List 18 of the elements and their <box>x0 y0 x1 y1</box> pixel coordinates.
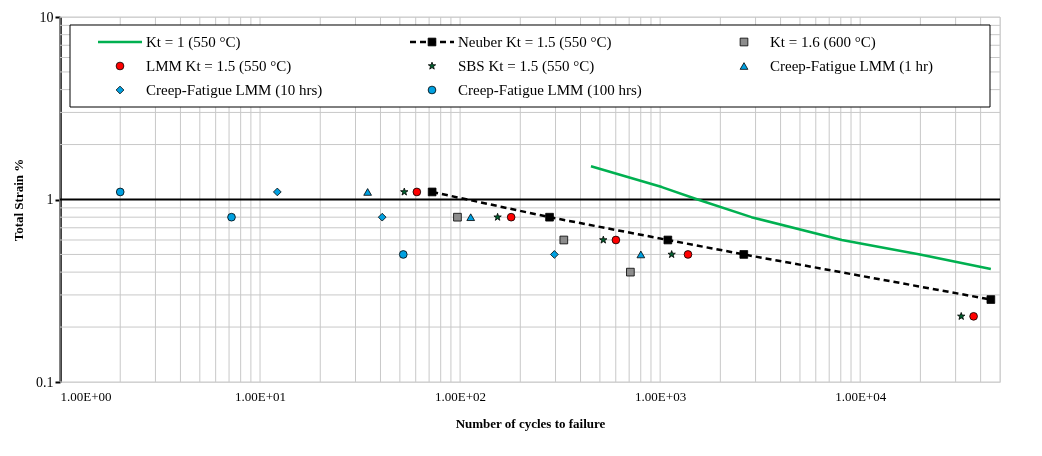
legend-label: SBS Kt = 1.5 (550 °C) <box>458 58 595 75</box>
legend-label: LMM Kt = 1.5 (550 °C) <box>146 58 292 75</box>
legend-label: Creep-Fatigue LMM (100 hrs) <box>458 82 642 99</box>
x-tick-label: 1.00E+02 <box>435 388 487 404</box>
y-tick-label: 10 <box>39 9 54 25</box>
legend-label: Neuber Kt = 1.5 (550 °C) <box>458 34 612 51</box>
x-tick-label: 1.00E+01 <box>235 388 287 404</box>
x-tick-label: 1.00E+03 <box>635 388 687 404</box>
x-tick-label: 1.00E+04 <box>835 388 887 404</box>
legend-label: Kt = 1.6 (600 °C) <box>770 34 876 51</box>
y-tick-label: 0.1 <box>36 374 54 390</box>
legend-label: Creep-Fatigue LMM (10 hrs) <box>146 82 323 99</box>
x-axis-title: Number of cycles to failure <box>455 415 606 431</box>
legend-label: Kt = 1 (550 °C) <box>146 34 241 51</box>
legend-label: Creep-Fatigue LMM (1 hr) <box>770 58 933 75</box>
y-axis-title: Total Strain % <box>11 158 26 242</box>
x-tick-label: 1.00E+00 <box>60 388 112 404</box>
y-tick-label: 1 <box>46 192 54 207</box>
